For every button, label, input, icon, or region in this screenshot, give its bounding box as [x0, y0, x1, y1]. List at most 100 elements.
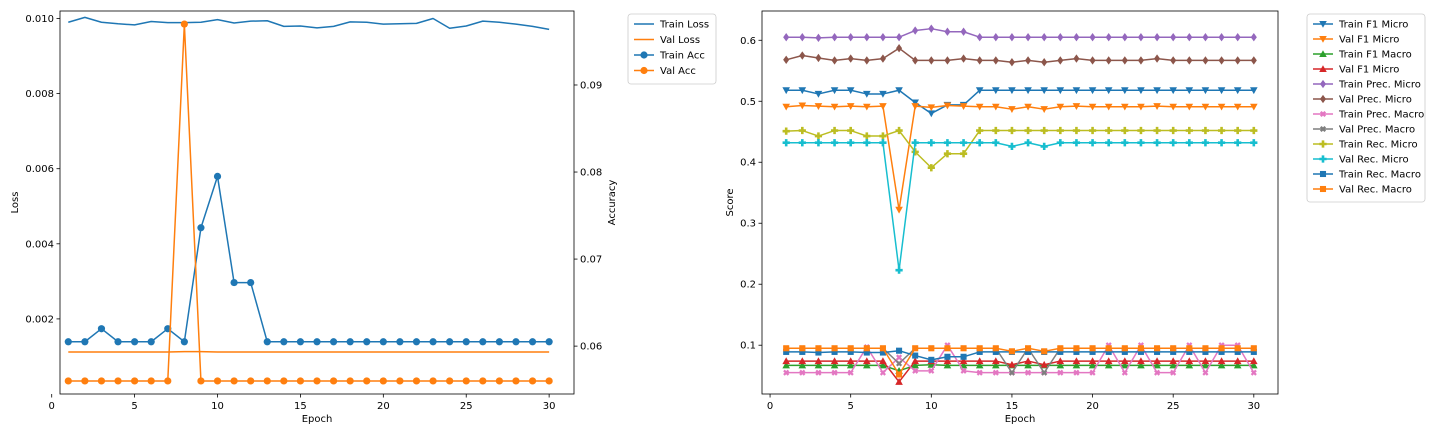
data-point: [992, 56, 999, 65]
data-point: [782, 357, 790, 365]
data-point: [959, 139, 968, 147]
legend-label: Val Prec. Macro: [1339, 125, 1415, 136]
data-point: [1024, 361, 1032, 369]
data-point: [545, 338, 553, 346]
data-point: [815, 369, 822, 376]
data-point: [912, 352, 919, 359]
data-point: [1121, 87, 1129, 95]
legend-item: Val Prec. Micro: [1313, 95, 1412, 106]
legend-marker: [640, 51, 648, 59]
data-point: [1121, 345, 1128, 352]
data-point: [1234, 139, 1242, 147]
data-point: [896, 44, 903, 53]
data-point: [831, 33, 838, 42]
legend-marker: [1319, 185, 1327, 193]
data-point: [1250, 126, 1258, 135]
data-point: [131, 338, 139, 346]
legend-item: Train Rec. Macro: [1313, 170, 1421, 181]
data-point: [992, 361, 1000, 369]
data-point: [479, 338, 487, 346]
plot-frame: [59, 10, 575, 395]
data-point: [976, 369, 983, 376]
data-point: [831, 369, 838, 376]
legend-item: Train F1 Micro: [1313, 20, 1408, 31]
data-point: [927, 110, 936, 118]
data-point: [263, 377, 271, 385]
data-point: [782, 127, 790, 135]
data-point: [1088, 139, 1097, 147]
data-point: [1153, 87, 1161, 95]
data-point: [975, 103, 984, 111]
data-point: [1057, 56, 1064, 65]
data-point: [1153, 357, 1161, 365]
y-tick-label: 0.5: [740, 97, 756, 108]
data-point: [180, 20, 188, 28]
data-point: [1185, 361, 1194, 369]
data-point: [1201, 139, 1210, 147]
data-point: [1154, 345, 1161, 352]
data-point: [879, 90, 887, 98]
y-tick-label: 0.1: [740, 341, 756, 352]
data-point: [1057, 369, 1064, 376]
data-point: [379, 377, 387, 385]
data-point: [879, 361, 887, 369]
x-tick-label: 15: [294, 401, 307, 412]
data-point: [911, 103, 919, 110]
data-point: [782, 361, 790, 369]
legend: Train Loss Val Loss Train Acc Val Acc: [627, 13, 717, 85]
y-tick-label: 0.002: [25, 314, 54, 325]
series-val-rec-micro: [782, 139, 1258, 274]
data-point: [847, 126, 855, 135]
series-train-prec-macro: [783, 342, 1257, 376]
data-point: [1170, 56, 1177, 65]
data-point: [879, 132, 887, 140]
data-point: [1024, 126, 1032, 135]
data-point: [863, 361, 871, 369]
series-val-acc: [64, 20, 553, 385]
data-point: [783, 345, 790, 352]
data-point: [1185, 139, 1193, 147]
data-point: [213, 377, 222, 385]
series-line: [786, 89, 1254, 115]
data-point: [1105, 139, 1113, 147]
data-point: [1056, 361, 1065, 369]
data-point: [863, 90, 871, 98]
data-point: [943, 139, 952, 147]
data-point: [783, 55, 790, 64]
data-point: [911, 361, 919, 369]
data-point: [831, 345, 838, 352]
data-point: [1250, 87, 1258, 95]
data-point: [1186, 56, 1193, 65]
legend-item: Val Prec. Macro: [1313, 125, 1415, 136]
data-point: [1202, 369, 1209, 376]
data-point: [180, 338, 188, 346]
legend-marker: [1319, 35, 1327, 43]
data-point: [346, 377, 354, 385]
data-point: [912, 26, 919, 35]
x-tick-label: 25: [460, 401, 473, 412]
data-point: [782, 103, 790, 111]
data-point: [928, 345, 935, 352]
data-point: [1137, 345, 1144, 352]
data-point: [896, 371, 903, 378]
data-point: [396, 377, 404, 385]
data-point: [815, 33, 822, 43]
data-point: [975, 87, 984, 95]
data-point: [895, 378, 903, 385]
legend-label: Train Prec. Macro: [1338, 110, 1424, 121]
data-point: [64, 377, 72, 385]
x-tick-label: 10: [925, 401, 938, 412]
data-point: [97, 325, 106, 333]
data-point: [1201, 103, 1210, 111]
data-point: [927, 139, 935, 147]
data-point: [1088, 361, 1097, 369]
data-point: [975, 357, 984, 365]
data-point: [830, 357, 839, 365]
data-point: [1201, 87, 1210, 95]
data-point: [830, 87, 839, 95]
legend-label: Train Rec. Macro: [1338, 170, 1421, 181]
data-point: [164, 377, 172, 385]
data-point: [213, 172, 222, 180]
data-point: [1088, 87, 1097, 95]
data-point: [943, 102, 952, 110]
